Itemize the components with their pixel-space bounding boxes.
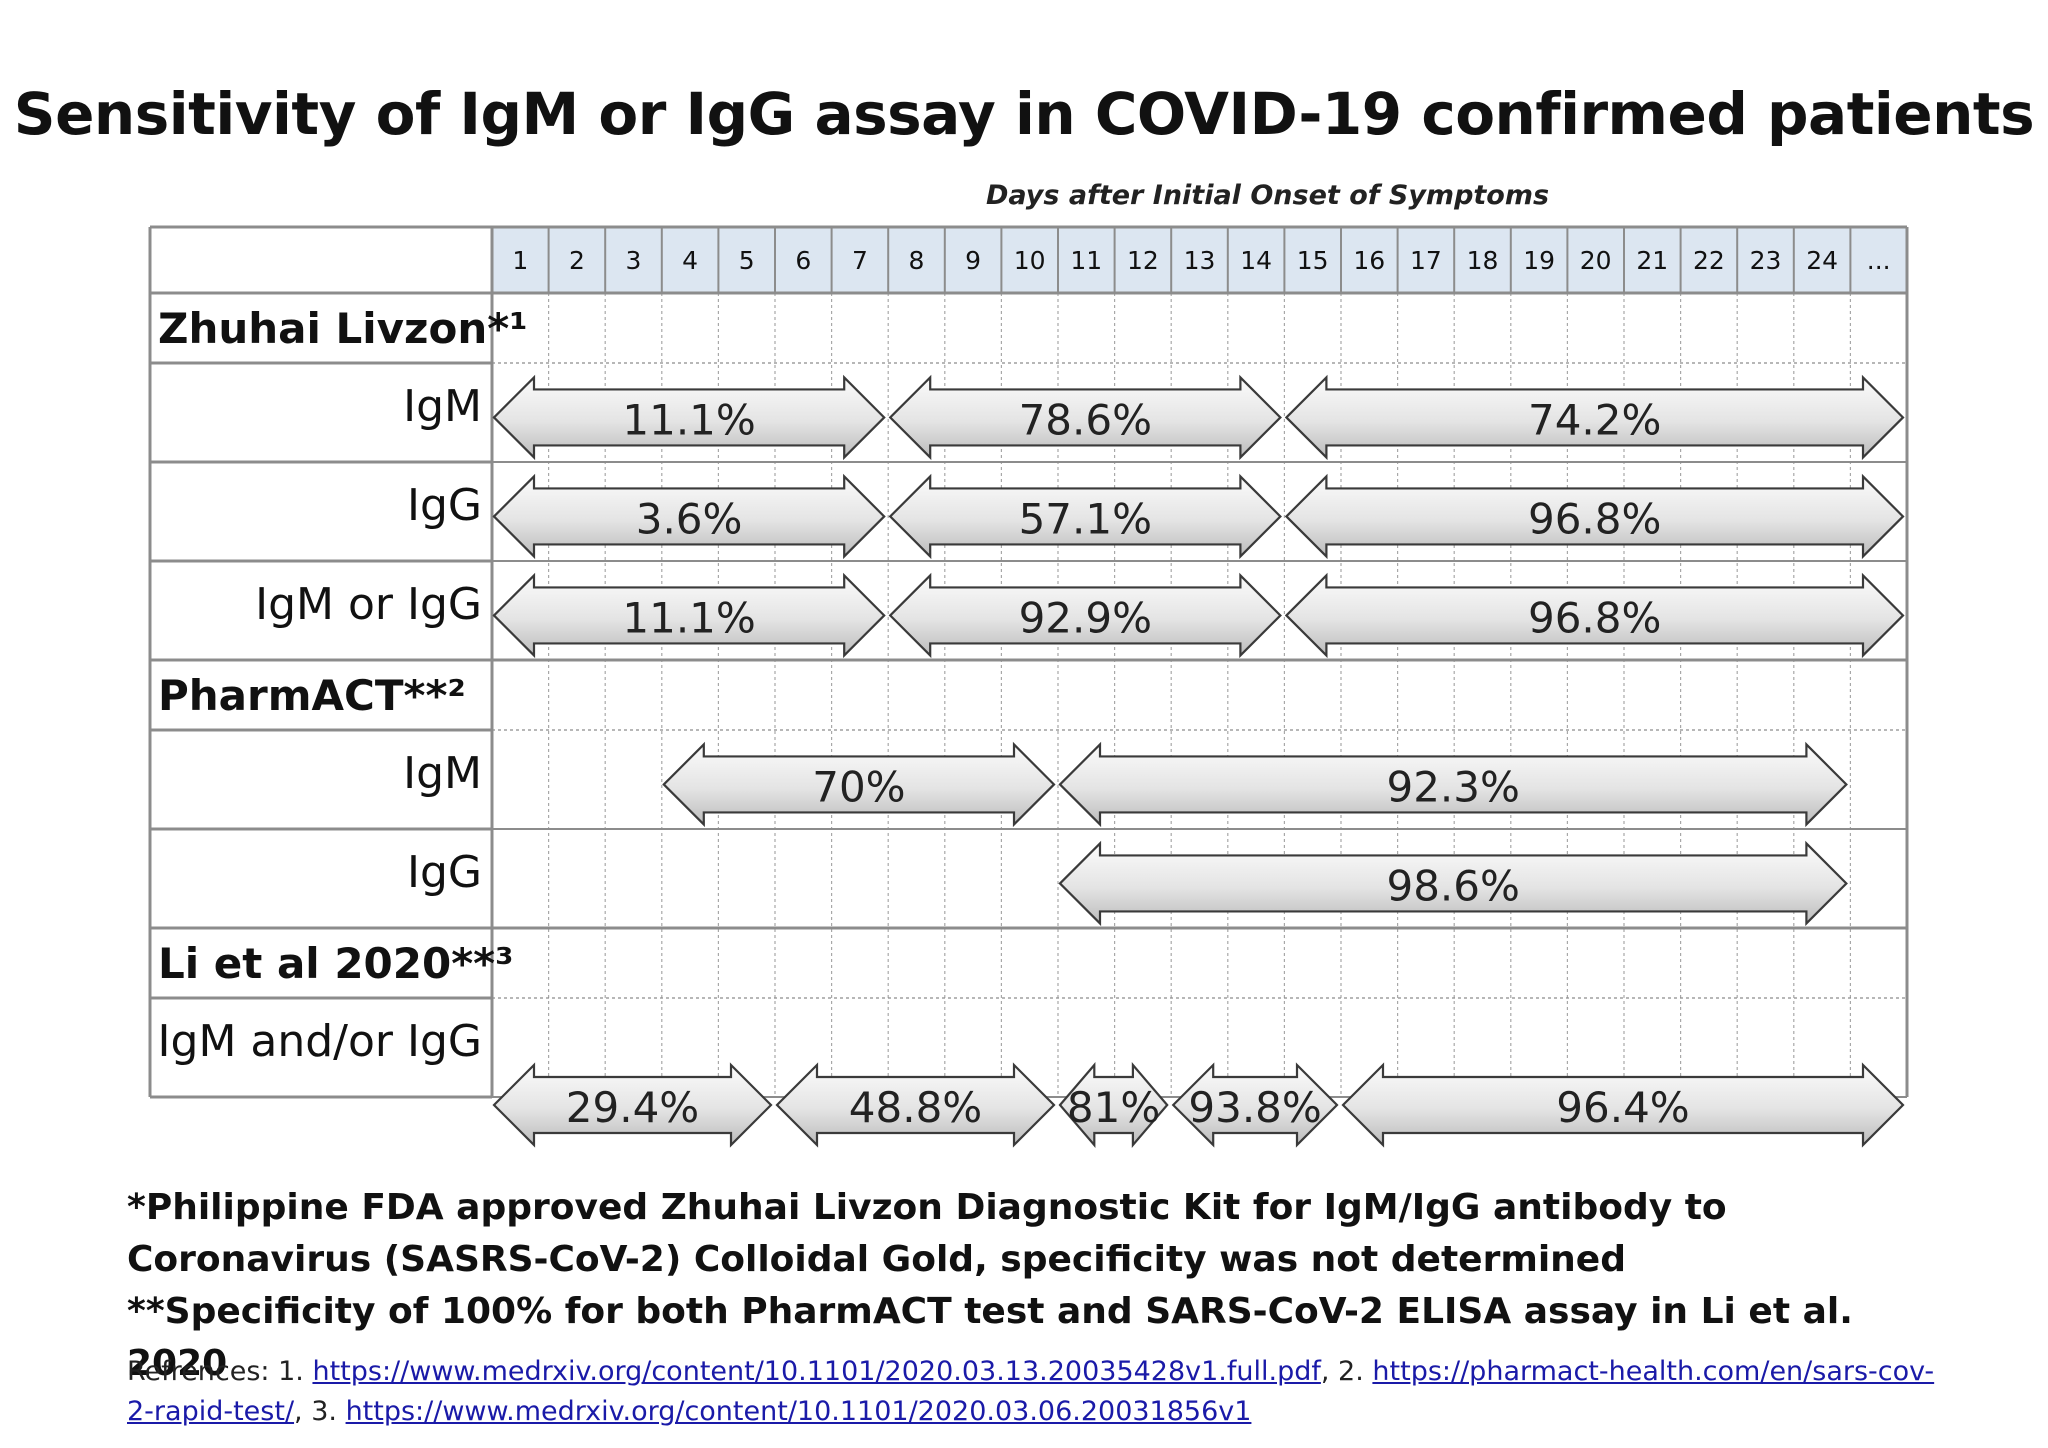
sensitivity-value-3-2: 96.8% — [1528, 593, 1661, 642]
sensitivity-value-2-0: 3.6% — [636, 494, 743, 543]
sensitivity-arrow-8-4 — [1341, 1062, 1905, 1148]
references-separator-2: , 3. — [294, 1396, 346, 1427]
sensitivity-chart: 1 2 3 4 5 6 7 8 9 10 11 12 13 14 15 16 17 18 19 20 21 22 23 24.… — [148, 225, 1909, 1148]
sensitivity-arrow-5-1 — [1058, 741, 1848, 828]
page-title: Sensitivity of IgM or IgG assay in COVID… — [13, 80, 2035, 148]
sensitivity-arrow-2-2 — [1284, 473, 1905, 560]
day-label-3: 3 — [626, 246, 642, 275]
day-label-13: 13 — [1184, 246, 1216, 275]
sensitivity-value-5-0: 70% — [812, 762, 905, 811]
day-label-2: 2 — [569, 246, 585, 275]
day-label-12: 12 — [1127, 246, 1159, 275]
sensitivity-value-1-2: 74.2% — [1528, 395, 1661, 444]
day-label-24: 24 — [1806, 246, 1838, 275]
sensitivity-arrow-1-0 — [492, 374, 886, 461]
day-label-11: 11 — [1070, 246, 1102, 275]
sensitivity-value-8-4: 96.4% — [1556, 1083, 1689, 1132]
sensitivity-arrow-8-0 — [492, 1062, 773, 1148]
group-label-7: Li et al 2020**³ — [158, 939, 514, 988]
sensitivity-arrow-8-1 — [775, 1062, 1056, 1148]
day-label-8: 8 — [909, 246, 925, 275]
references-separator-1: , 2. — [1320, 1356, 1373, 1387]
references-prefix: Refrences: 1. — [127, 1356, 313, 1387]
sensitivity-arrow-8-2 — [1058, 1062, 1169, 1148]
days-header-background — [492, 227, 1907, 293]
sensitivity-arrow-1-1 — [888, 374, 1282, 461]
sensitivity-value-8-0: 29.4% — [566, 1083, 699, 1132]
day-label-20: 20 — [1580, 246, 1612, 275]
footnote-specificity: **Specificity of 100% for both PharmACT … — [127, 1291, 1853, 1384]
day-label-21: 21 — [1636, 246, 1668, 275]
sensitivity-arrow-1-2 — [1284, 374, 1905, 461]
sensitivity-arrow-3-2 — [1284, 572, 1905, 659]
sensitivity-arrow-3-1 — [888, 572, 1282, 659]
sensitivity-value-2-2: 96.8% — [1528, 494, 1661, 543]
group-label-0: Zhuhai Livzon*¹ — [158, 304, 528, 353]
sensitivity-value-3-0: 11.1% — [622, 593, 755, 642]
assay-label-6: IgG — [407, 847, 482, 898]
day-label-7: 7 — [852, 246, 868, 275]
reference-link-1[interactable]: https://www.medrxiv.org/content/10.1101/… — [312, 1356, 1321, 1387]
sensitivity-arrow-6-0 — [1058, 840, 1848, 927]
day-label-17: 17 — [1410, 246, 1442, 275]
sensitivity-value-8-3: 93.8% — [1188, 1083, 1321, 1132]
sensitivity-arrow-3-0 — [492, 572, 886, 659]
footnote-fda: *Philippine FDA approved Zhuhai Livzon D… — [127, 1187, 1727, 1280]
day-label-22: 22 — [1693, 246, 1725, 275]
sensitivity-arrow-2-1 — [888, 473, 1282, 560]
sensitivity-arrow-2-0 — [492, 473, 886, 560]
day-label-18: 18 — [1467, 246, 1499, 275]
sensitivity-value-1-0: 11.1% — [622, 395, 755, 444]
day-label-1: 1 — [512, 246, 528, 275]
day-label-19: 19 — [1523, 246, 1555, 275]
assay-label-3: IgM or IgG — [255, 579, 482, 630]
assay-label-1: IgM — [403, 381, 482, 432]
footnotes: *Philippine FDA approved Zhuhai Livzon D… — [127, 1182, 1947, 1390]
assay-label-8: IgM and/or IgG — [158, 1016, 482, 1067]
day-label-6: 6 — [795, 246, 811, 275]
day-label-14: 14 — [1240, 246, 1272, 275]
assay-label-2: IgG — [407, 480, 482, 531]
sensitivity-value-6-0: 98.6% — [1386, 861, 1519, 910]
day-label-15: 15 — [1297, 246, 1329, 275]
day-label-9: 9 — [965, 246, 981, 275]
sensitivity-arrow-5-0 — [662, 741, 1056, 828]
assay-label-5: IgM — [403, 748, 482, 799]
references: Refrences: 1. https://www.medrxiv.org/co… — [127, 1352, 1947, 1432]
day-label-23: 23 — [1750, 246, 1782, 275]
sensitivity-value-5-1: 92.3% — [1386, 762, 1519, 811]
day-label-4: 4 — [682, 246, 698, 275]
day-label-5: 5 — [739, 246, 755, 275]
sensitivity-value-2-1: 57.1% — [1019, 494, 1152, 543]
day-label-25: ... — [1867, 246, 1891, 275]
sensitivity-arrow-8-3 — [1171, 1062, 1339, 1148]
day-label-10: 10 — [1014, 246, 1046, 275]
sensitivity-value-8-1: 48.8% — [849, 1083, 982, 1132]
x-axis-label: Days after Initial Onset of Symptoms — [986, 180, 1550, 211]
sensitivity-value-1-1: 78.6% — [1019, 395, 1152, 444]
reference-link-2[interactable]: https://pharmact-health.com/en/sars-cov-… — [127, 1356, 1935, 1427]
reference-link-3[interactable]: https://www.medrxiv.org/content/10.1101/… — [345, 1396, 1252, 1427]
group-label-4: PharmACT**² — [158, 671, 466, 720]
day-label-16: 16 — [1353, 246, 1385, 275]
sensitivity-value-3-1: 92.9% — [1019, 593, 1152, 642]
sensitivity-value-8-2: 81% — [1067, 1083, 1160, 1132]
